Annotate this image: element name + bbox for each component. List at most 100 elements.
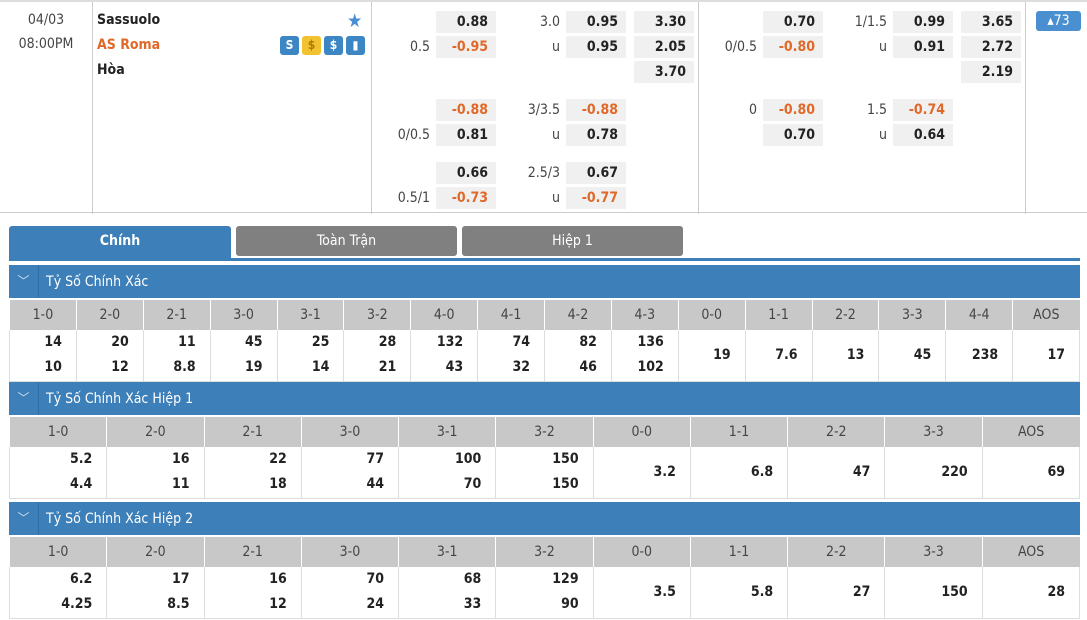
- score-odds[interactable]: 7.6: [775, 346, 798, 363]
- score-odds[interactable]: 238: [971, 346, 999, 363]
- score-odds[interactable]: 28: [1047, 583, 1065, 600]
- handicap-odds[interactable]: -0.80: [763, 99, 823, 121]
- over-under-odds[interactable]: 0.95: [566, 36, 626, 58]
- score-odds[interactable]: 150: [552, 451, 579, 468]
- score-odds[interactable]: 32: [512, 359, 530, 376]
- score-odds[interactable]: 45: [244, 334, 263, 351]
- tab-2[interactable]: Hiệp 1: [462, 226, 683, 256]
- score-odds-cell[interactable]: 45: [878, 330, 947, 382]
- score-odds[interactable]: 220: [941, 463, 968, 480]
- handicap-odds[interactable]: -0.80: [763, 36, 823, 58]
- score-odds-cell[interactable]: 16 11: [106, 447, 205, 499]
- score-odds[interactable]: 18: [269, 476, 287, 493]
- handicap-odds[interactable]: -0.88: [436, 99, 496, 121]
- section-header[interactable]: ﹀ Tỷ Số Chính Xác Hiệp 1: [9, 382, 1080, 415]
- score-odds-cell[interactable]: 150: [884, 567, 983, 619]
- score-odds-cell[interactable]: 28 21: [343, 330, 412, 382]
- score-odds[interactable]: 17: [1047, 346, 1065, 363]
- over-under-odds[interactable]: 0.78: [566, 124, 626, 146]
- section-header[interactable]: ﹀ Tỷ Số Chính Xác: [9, 265, 1080, 298]
- handicap-odds[interactable]: 0.81: [436, 124, 496, 146]
- score-odds[interactable]: 69: [1047, 463, 1065, 480]
- score-odds-cell[interactable]: 132 43: [410, 330, 479, 382]
- handicap-odds[interactable]: 0.70: [763, 11, 823, 33]
- home-team[interactable]: Sassuolo: [97, 12, 161, 28]
- score-odds[interactable]: 45: [913, 346, 932, 363]
- coin-icon[interactable]: $: [302, 36, 321, 55]
- score-odds[interactable]: 19: [713, 346, 731, 363]
- 1x2-odds[interactable]: 3.30: [634, 11, 694, 33]
- score-odds-cell[interactable]: 6.8: [689, 447, 789, 499]
- score-odds-cell[interactable]: 150 150: [495, 447, 594, 499]
- score-odds[interactable]: 77: [366, 451, 385, 468]
- score-odds[interactable]: 13: [846, 346, 865, 363]
- away-team[interactable]: AS Roma: [97, 37, 161, 53]
- score-odds-cell[interactable]: 136 102: [610, 330, 679, 382]
- score-odds-cell[interactable]: 5.8: [689, 567, 789, 619]
- over-under-odds[interactable]: -0.77: [566, 187, 626, 209]
- score-odds[interactable]: 150: [941, 583, 968, 600]
- score-odds-cell[interactable]: 3.5: [592, 567, 691, 619]
- score-odds[interactable]: 8.8: [173, 359, 196, 376]
- section-header[interactable]: ﹀ Tỷ Số Chính Xác Hiệp 2: [9, 502, 1080, 535]
- score-odds[interactable]: 44: [366, 476, 385, 493]
- score-odds-cell[interactable]: 100 70: [398, 447, 497, 499]
- over-under-odds[interactable]: 0.91: [893, 36, 953, 58]
- score-odds-cell[interactable]: 47: [787, 447, 886, 499]
- score-odds[interactable]: 5.8: [750, 583, 774, 600]
- score-odds-cell[interactable]: 6.2 4.25: [8, 567, 108, 619]
- score-odds[interactable]: 3.5: [653, 583, 676, 600]
- score-odds-cell[interactable]: 11 8.8: [142, 330, 211, 382]
- favorite-star-icon[interactable]: ★: [347, 10, 363, 32]
- score-odds-cell[interactable]: 25 14: [276, 330, 345, 382]
- score-odds-cell[interactable]: 16 12: [203, 567, 302, 619]
- more-odds-button[interactable]: ▴73: [1036, 11, 1081, 31]
- 1x2-odds[interactable]: 2.05: [634, 36, 694, 58]
- score-odds-cell[interactable]: 7.6: [744, 330, 813, 382]
- score-odds[interactable]: 102: [637, 359, 664, 376]
- score-odds[interactable]: 11: [178, 334, 196, 351]
- score-odds[interactable]: 6.2: [69, 571, 93, 588]
- score-odds-cell[interactable]: 17 8.5: [106, 567, 205, 619]
- handicap-odds[interactable]: 0.66: [436, 162, 496, 184]
- score-odds[interactable]: 46: [579, 359, 597, 376]
- score-odds[interactable]: 27: [852, 583, 871, 600]
- over-under-odds[interactable]: -0.88: [566, 99, 626, 121]
- score-odds-cell[interactable]: 77 44: [300, 447, 400, 499]
- score-odds[interactable]: 70: [366, 571, 385, 588]
- score-odds-cell[interactable]: 14 10: [9, 330, 77, 382]
- score-odds[interactable]: 82: [579, 334, 597, 351]
- score-odds[interactable]: 12: [269, 596, 287, 613]
- over-under-odds[interactable]: 0.99: [893, 11, 953, 33]
- score-odds[interactable]: 11: [172, 476, 190, 493]
- score-odds[interactable]: 6.8: [750, 463, 774, 480]
- score-odds[interactable]: 74: [512, 334, 530, 351]
- score-odds[interactable]: 136: [637, 334, 664, 351]
- score-odds[interactable]: 100: [455, 451, 482, 468]
- score-odds[interactable]: 68: [463, 571, 482, 588]
- score-odds-cell[interactable]: 5.2 4.4: [8, 447, 108, 499]
- score-odds-cell[interactable]: 68 33: [398, 567, 497, 619]
- score-odds-cell[interactable]: 13: [811, 330, 880, 382]
- score-odds[interactable]: 21: [378, 359, 397, 376]
- chevron-down-icon[interactable]: ﹀: [9, 265, 39, 298]
- score-odds-cell[interactable]: 27: [787, 567, 886, 619]
- score-odds-cell[interactable]: 129 90: [495, 567, 594, 619]
- score-odds[interactable]: 20: [111, 334, 129, 351]
- score-odds[interactable]: 24: [366, 596, 385, 613]
- score-odds[interactable]: 47: [852, 463, 871, 480]
- score-odds[interactable]: 17: [172, 571, 190, 588]
- over-under-odds[interactable]: 0.95: [566, 11, 626, 33]
- score-odds-cell[interactable]: 19: [677, 330, 746, 382]
- score-odds[interactable]: 3.2: [653, 463, 676, 480]
- handicap-odds[interactable]: -0.73: [436, 187, 496, 209]
- score-odds[interactable]: 16: [269, 571, 287, 588]
- score-odds[interactable]: 14: [311, 359, 330, 376]
- score-odds-cell[interactable]: 74 32: [477, 330, 545, 382]
- score-odds-cell[interactable]: 28: [981, 567, 1081, 619]
- score-odds[interactable]: 4.4: [69, 476, 93, 493]
- score-odds[interactable]: 8.5: [167, 596, 190, 613]
- chevron-down-icon[interactable]: ﹀: [9, 382, 39, 415]
- handicap-odds[interactable]: 0.88: [436, 11, 496, 33]
- score-odds[interactable]: 129: [552, 571, 579, 588]
